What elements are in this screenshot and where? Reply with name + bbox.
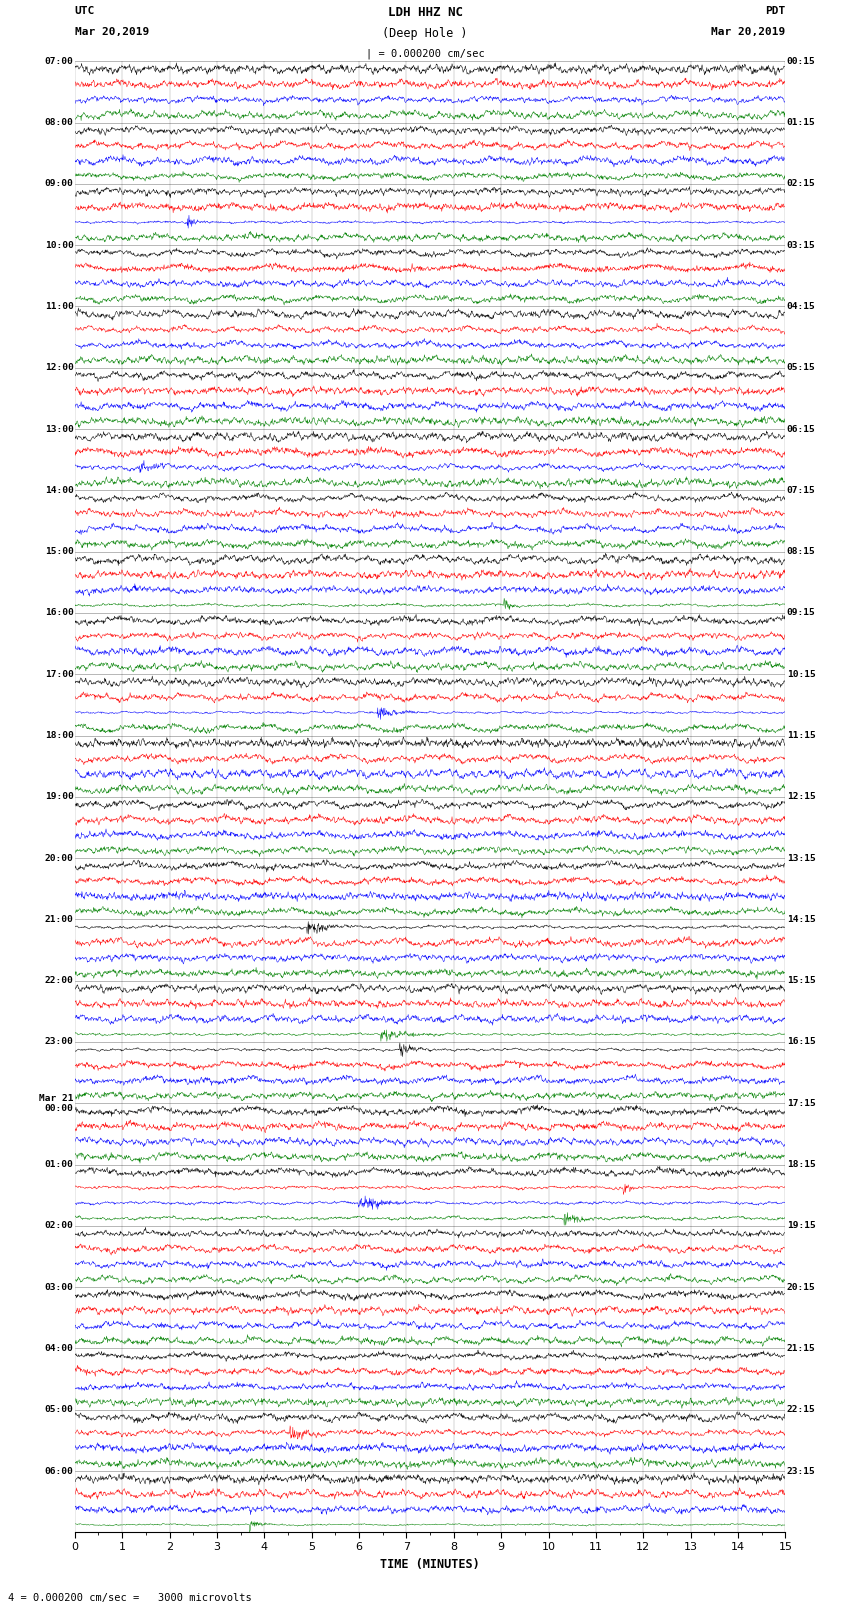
Text: 02:15: 02:15: [787, 179, 815, 189]
Text: 13:00: 13:00: [45, 424, 73, 434]
Text: 17:00: 17:00: [45, 669, 73, 679]
Text: 00:15: 00:15: [787, 56, 815, 66]
Text: 20:15: 20:15: [787, 1282, 815, 1292]
Text: 01:00: 01:00: [45, 1160, 73, 1169]
Text: 16:15: 16:15: [787, 1037, 815, 1047]
Text: 08:00: 08:00: [45, 118, 73, 127]
Text: 14:00: 14:00: [45, 486, 73, 495]
Text: 21:00: 21:00: [45, 915, 73, 924]
Text: 05:00: 05:00: [45, 1405, 73, 1415]
Text: 07:00: 07:00: [45, 56, 73, 66]
Text: 23:15: 23:15: [787, 1466, 815, 1476]
Text: 12:00: 12:00: [45, 363, 73, 373]
Text: (Deep Hole ): (Deep Hole ): [382, 27, 468, 40]
Text: 04:00: 04:00: [45, 1344, 73, 1353]
X-axis label: TIME (MINUTES): TIME (MINUTES): [380, 1558, 480, 1571]
Text: 18:00: 18:00: [45, 731, 73, 740]
Text: 12:15: 12:15: [787, 792, 815, 802]
Text: 11:00: 11:00: [45, 302, 73, 311]
Text: 4 = 0.000200 cm/sec =   3000 microvolts: 4 = 0.000200 cm/sec = 3000 microvolts: [8, 1594, 252, 1603]
Text: 03:00: 03:00: [45, 1282, 73, 1292]
Text: 13:15: 13:15: [787, 853, 815, 863]
Text: 09:00: 09:00: [45, 179, 73, 189]
Text: LDH HHZ NC: LDH HHZ NC: [388, 6, 462, 19]
Text: 08:15: 08:15: [787, 547, 815, 556]
Text: 19:00: 19:00: [45, 792, 73, 802]
Text: 01:15: 01:15: [787, 118, 815, 127]
Text: 03:15: 03:15: [787, 240, 815, 250]
Text: 14:15: 14:15: [787, 915, 815, 924]
Text: 22:15: 22:15: [787, 1405, 815, 1415]
Text: PDT: PDT: [765, 6, 785, 16]
Text: 10:00: 10:00: [45, 240, 73, 250]
Text: 20:00: 20:00: [45, 853, 73, 863]
Text: 05:15: 05:15: [787, 363, 815, 373]
Text: 07:15: 07:15: [787, 486, 815, 495]
Text: 17:15: 17:15: [787, 1098, 815, 1108]
Text: 23:00: 23:00: [45, 1037, 73, 1047]
Text: 16:00: 16:00: [45, 608, 73, 618]
Text: 02:00: 02:00: [45, 1221, 73, 1231]
Text: 10:15: 10:15: [787, 669, 815, 679]
Text: 09:15: 09:15: [787, 608, 815, 618]
Text: 15:15: 15:15: [787, 976, 815, 986]
Text: 15:00: 15:00: [45, 547, 73, 556]
Text: | = 0.000200 cm/sec: | = 0.000200 cm/sec: [366, 48, 484, 60]
Text: 18:15: 18:15: [787, 1160, 815, 1169]
Text: 11:15: 11:15: [787, 731, 815, 740]
Text: 06:15: 06:15: [787, 424, 815, 434]
Text: 06:00: 06:00: [45, 1466, 73, 1476]
Text: 19:15: 19:15: [787, 1221, 815, 1231]
Text: 22:00: 22:00: [45, 976, 73, 986]
Text: 04:15: 04:15: [787, 302, 815, 311]
Text: Mar 20,2019: Mar 20,2019: [711, 27, 785, 37]
Text: Mar 20,2019: Mar 20,2019: [75, 27, 149, 37]
Text: 21:15: 21:15: [787, 1344, 815, 1353]
Text: Mar 21
00:00: Mar 21 00:00: [39, 1094, 73, 1113]
Text: UTC: UTC: [75, 6, 95, 16]
